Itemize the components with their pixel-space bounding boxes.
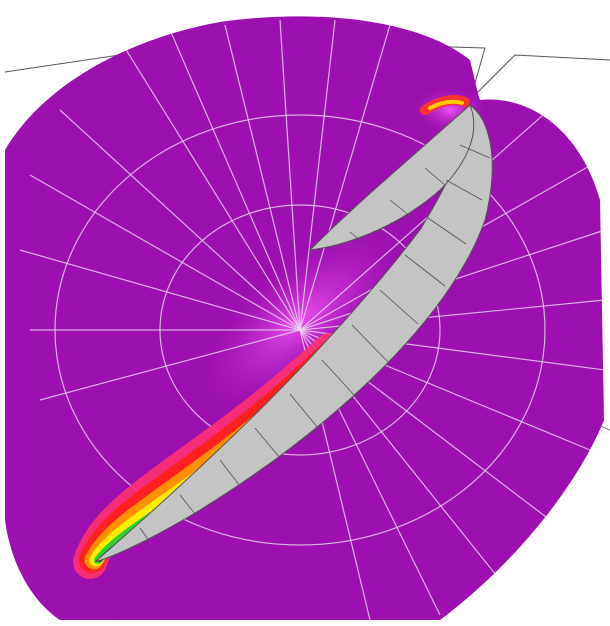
visualization [0,0,610,626]
